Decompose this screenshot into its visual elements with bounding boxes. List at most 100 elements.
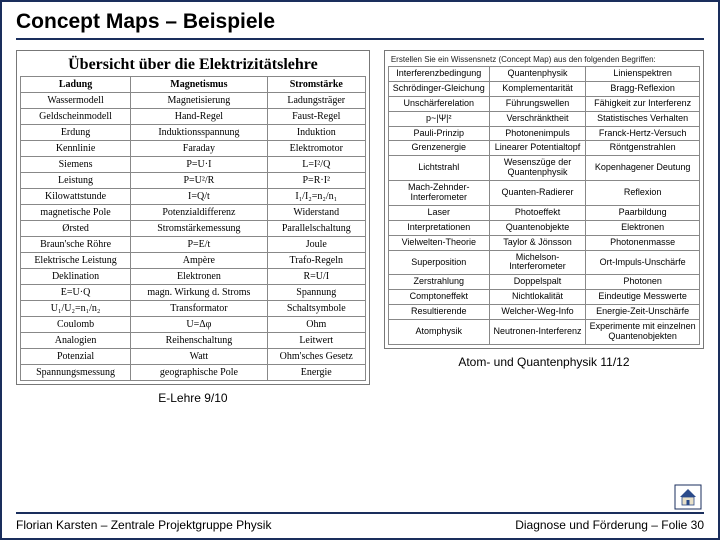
- table-row: ComptoneffektNichtlokalitätEindeutige Me…: [388, 290, 699, 305]
- slide-title: Concept Maps – Beispiele: [16, 10, 704, 40]
- table-row: ZerstrahlungDoppelspaltPhotonen: [388, 275, 699, 290]
- table-cell: Kopenhagener Deutung: [586, 156, 700, 181]
- table-cell: Ort-Impuls-Unschärfe: [586, 250, 700, 275]
- table-cell: Transformator: [131, 301, 268, 317]
- table-cell: Unschärferelation: [388, 96, 489, 111]
- right-table: InterferenzbedingungQuantenphysikLiniens…: [388, 66, 700, 345]
- table-cell: Faraday: [131, 141, 268, 157]
- table-cell: Wesenszüge der Quantenphysik: [489, 156, 586, 181]
- table-row: SiemensP=U·IL=I²/Q: [21, 157, 366, 173]
- table-cell: Elektromotor: [267, 141, 365, 157]
- table-cell: magn. Wirkung d. Stroms: [131, 285, 268, 301]
- table-cell: geographische Pole: [131, 365, 268, 381]
- table-cell: Parallelschaltung: [267, 221, 365, 237]
- table-row: Mach-Zehnder-InterferometerQuanten-Radie…: [388, 181, 699, 206]
- table-row: GeldscheinmodellHand-RegelFaust-Regel: [21, 109, 366, 125]
- table-cell: Paarbildung: [586, 205, 700, 220]
- table-cell: Franck-Hertz-Versuch: [586, 126, 700, 141]
- table-row: Elektrische LeistungAmpèreTrafo-Regeln: [21, 253, 366, 269]
- table-row: InterpretationenQuantenobjekteElektronen: [388, 220, 699, 235]
- table-row: AtomphysikNeutronen-InterferenzExperimen…: [388, 320, 699, 345]
- home-icon[interactable]: [674, 484, 702, 510]
- left-table-header: Ladung: [21, 77, 131, 93]
- table-cell: Lichtstrahl: [388, 156, 489, 181]
- table-cell: Atomphysik: [388, 320, 489, 345]
- table-cell: Watt: [131, 349, 268, 365]
- table-row: LichtstrahlWesenszüge der QuantenphysikK…: [388, 156, 699, 181]
- table-cell: Schaltsymbole: [267, 301, 365, 317]
- table-cell: P=U·I: [131, 157, 268, 173]
- table-cell: Vielwelten-Theorie: [388, 235, 489, 250]
- table-cell: magnetische Pole: [21, 205, 131, 221]
- left-column: Übersicht über die Elektrizitätslehre La…: [16, 50, 370, 506]
- table-cell: Ørsted: [21, 221, 131, 237]
- table-row: magnetische PolePotenzialdifferenzWiders…: [21, 205, 366, 221]
- table-cell: Braun'sche Röhre: [21, 237, 131, 253]
- table-row: ResultierendeWelcher-Weg-InfoEnergie-Zei…: [388, 305, 699, 320]
- table-cell: Ampère: [131, 253, 268, 269]
- table-cell: Induktion: [267, 125, 365, 141]
- table-row: GrenzenergieLinearer PotentialtopfRöntge…: [388, 141, 699, 156]
- table-cell: Welcher-Weg-Info: [489, 305, 586, 320]
- footer-right: Diagnose und Förderung – Folie 30: [515, 518, 704, 532]
- table-cell: Linearer Potentialtopf: [489, 141, 586, 156]
- footer: Florian Karsten – Zentrale Projektgruppe…: [16, 512, 704, 532]
- table-cell: Photonenmasse: [586, 235, 700, 250]
- table-cell: R=U/I: [267, 269, 365, 285]
- footer-left: Florian Karsten – Zentrale Projektgruppe…: [16, 518, 271, 532]
- table-cell: Neutronen-Interferenz: [489, 320, 586, 345]
- table-row: Pauli-PrinzipPhotonenimpulsFranck-Hertz-…: [388, 126, 699, 141]
- table-cell: Taylor & Jönsson: [489, 235, 586, 250]
- table-cell: Faust-Regel: [267, 109, 365, 125]
- table-row: UnschärferelationFührungswellenFähigkeit…: [388, 96, 699, 111]
- table-row: Vielwelten-TheorieTaylor & JönssonPhoton…: [388, 235, 699, 250]
- right-panel: Erstellen Sie ein Wissensnetz (Concept M…: [384, 50, 704, 349]
- table-cell: Leitwert: [267, 333, 365, 349]
- table-cell: Deklination: [21, 269, 131, 285]
- table-cell: Hand-Regel: [131, 109, 268, 125]
- table-cell: Quantenobjekte: [489, 220, 586, 235]
- table-cell: Verschränktheit: [489, 111, 586, 126]
- table-row: Braun'sche RöhreP=E/tJoule: [21, 237, 366, 253]
- table-cell: Analogien: [21, 333, 131, 349]
- table-cell: U=Δφ: [131, 317, 268, 333]
- table-cell: Interpretationen: [388, 220, 489, 235]
- table-row: Spannungsmessunggeographische PoleEnergi…: [21, 365, 366, 381]
- table-cell: Elektrische Leistung: [21, 253, 131, 269]
- table-cell: Reihenschaltung: [131, 333, 268, 349]
- table-row: AnalogienReihenschaltungLeitwert: [21, 333, 366, 349]
- table-cell: Kennlinie: [21, 141, 131, 157]
- table-row: SuperpositionMichelson-InterferometerOrt…: [388, 250, 699, 275]
- table-cell: Grenzenergie: [388, 141, 489, 156]
- right-panel-subtitle: Erstellen Sie ein Wissensnetz (Concept M…: [388, 54, 700, 66]
- content-area: Übersicht über die Elektrizitätslehre La…: [16, 50, 704, 506]
- table-row: p~|Ψ|²VerschränktheitStatistisches Verha…: [388, 111, 699, 126]
- right-caption: Atom- und Quantenphysik 11/12: [384, 355, 704, 369]
- table-cell: Statistisches Verhalten: [586, 111, 700, 126]
- table-cell: Energie: [267, 365, 365, 381]
- left-panel-title: Übersicht über die Elektrizitätslehre: [20, 56, 366, 74]
- table-row: PotenzialWattOhm'sches Gesetz: [21, 349, 366, 365]
- table-cell: Reflexion: [586, 181, 700, 206]
- left-caption: E-Lehre 9/10: [16, 391, 370, 405]
- table-cell: Spannungsmessung: [21, 365, 131, 381]
- table-cell: Stromstärkemessung: [131, 221, 268, 237]
- table-cell: p~|Ψ|²: [388, 111, 489, 126]
- table-row: U₁/U₂=n₁/n₂TransformatorSchaltsymbole: [21, 301, 366, 317]
- table-row: ErdungInduktionsspannungInduktion: [21, 125, 366, 141]
- table-cell: Eindeutige Messwerte: [586, 290, 700, 305]
- table-cell: Comptoneffekt: [388, 290, 489, 305]
- table-cell: Widerstand: [267, 205, 365, 221]
- table-row: LaserPhotoeffektPaarbildung: [388, 205, 699, 220]
- table-cell: Magnetisierung: [131, 93, 268, 109]
- table-cell: Erdung: [21, 125, 131, 141]
- table-cell: Elektronen: [586, 220, 700, 235]
- table-cell: U₁/U₂=n₁/n₂: [21, 301, 131, 317]
- table-cell: I=Q/t: [131, 189, 268, 205]
- table-row: WassermodellMagnetisierungLadungsträger: [21, 93, 366, 109]
- table-cell: Quanten-Radierer: [489, 181, 586, 206]
- table-cell: Führungswellen: [489, 96, 586, 111]
- table-cell: Resultierende: [388, 305, 489, 320]
- left-table-header: Magnetismus: [131, 77, 268, 93]
- table-cell: P=U²/R: [131, 173, 268, 189]
